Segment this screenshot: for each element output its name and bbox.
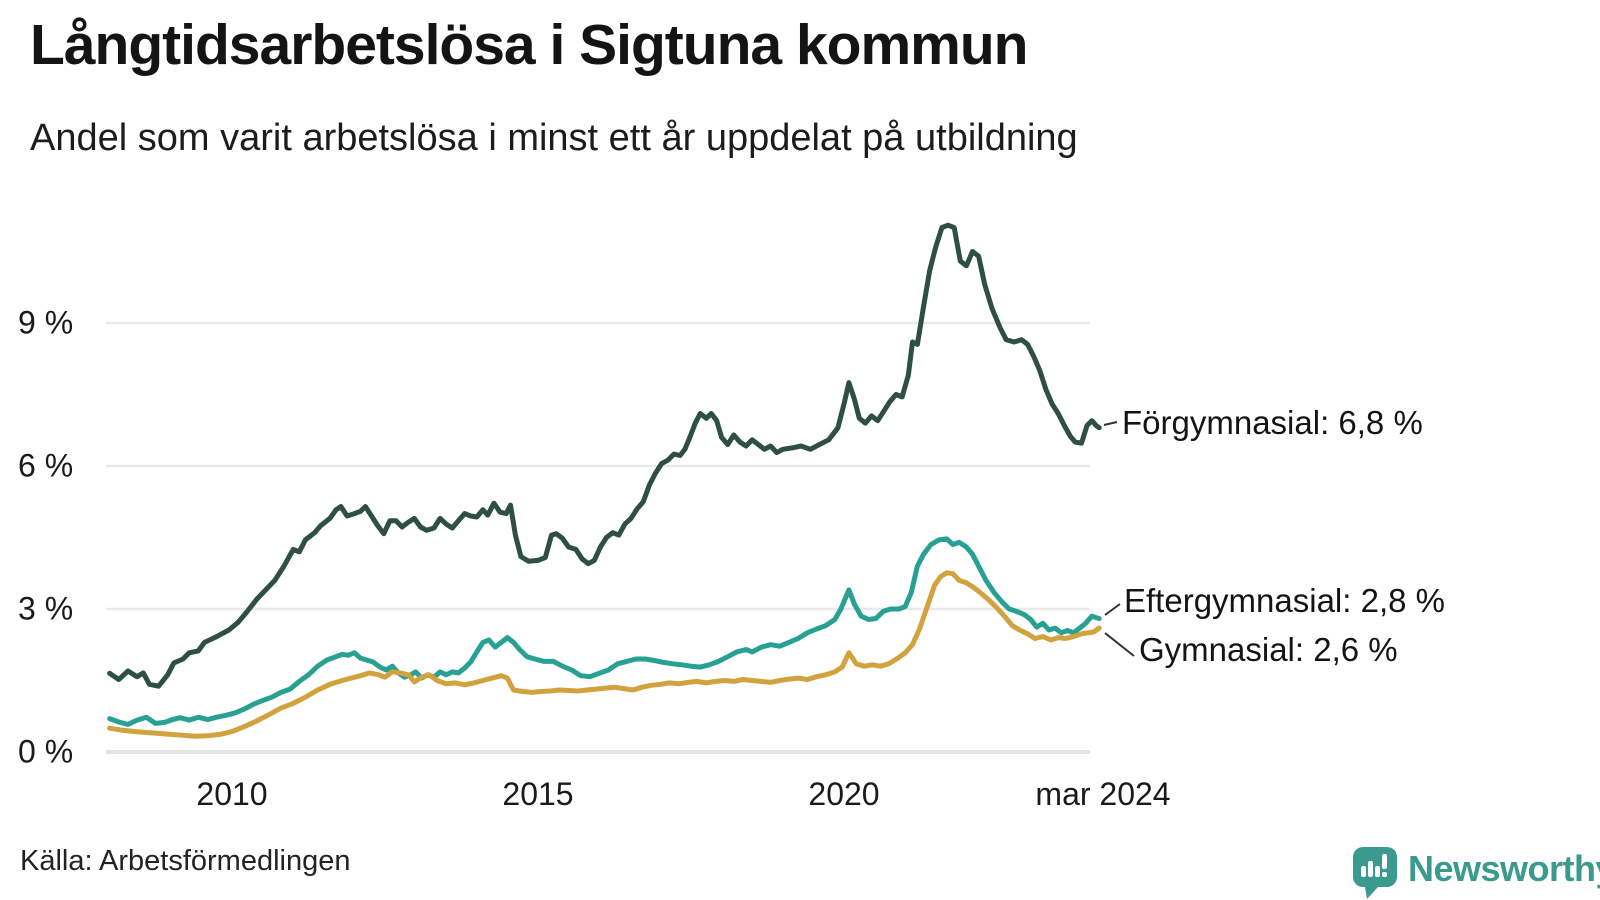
y-tick-label-6pct: 6 % <box>18 447 74 484</box>
y-tick-label-9pct: 9 % <box>18 304 74 341</box>
newsworthy-wordmark: Newsworthy <box>1408 848 1600 889</box>
series-lines <box>107 222 1102 739</box>
x-tick-label-2020: 2020 <box>808 776 880 812</box>
series-line-gymnasial <box>107 570 1102 739</box>
connector-eftergymnasial <box>1104 603 1121 616</box>
series-label-gymnasial: Gymnasial: 2,6 % <box>1139 631 1398 668</box>
series-line-eftergymnasial <box>107 536 1102 727</box>
y-tick-label-3pct: 3 % <box>18 590 74 627</box>
source-attribution: Källa: Arbetsförmedlingen <box>20 845 351 877</box>
x-tick-label-2010: 2010 <box>196 776 268 812</box>
chart-speech-bubble-icon <box>1353 847 1397 899</box>
connector-förgymnasial <box>1103 421 1118 426</box>
series-line-förgymnasial <box>107 222 1102 689</box>
label-connector-lines <box>1103 421 1135 657</box>
y-tick-label-0pct: 0 % <box>18 733 74 770</box>
page-title: Långtidsarbetslösa i Sigtuna kommun <box>30 13 1028 77</box>
x-tick-label-mar-2024: mar 2024 <box>1035 776 1171 812</box>
series-label-forgymnasial: Förgymnasial: 6,8 % <box>1122 404 1423 441</box>
connector-gymnasial <box>1104 632 1135 657</box>
newsworthy-logo[interactable]: Newsworthy <box>1352 846 1600 900</box>
x-tick-label-2015: 2015 <box>502 776 574 812</box>
page-subtitle: Andel som varit arbetslösa i minst ett å… <box>30 117 1078 159</box>
series-label-eftergymnasial: Eftergymnasial: 2,8 % <box>1124 582 1445 619</box>
